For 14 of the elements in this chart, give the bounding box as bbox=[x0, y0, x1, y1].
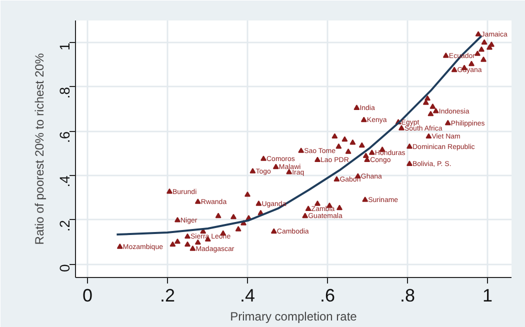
y-axis-title: Ratio of poorest 20% to richest 20% bbox=[32, 52, 46, 245]
y-tick-label: .4 bbox=[56, 175, 72, 188]
y-tick-label: .6 bbox=[56, 131, 72, 143]
y-tick-label: 0 bbox=[56, 264, 72, 272]
x-axis-title: Primary completion rate bbox=[230, 310, 358, 324]
x-tick-label: 1 bbox=[482, 286, 493, 306]
y-tick-label: 1 bbox=[56, 42, 72, 50]
y-tick-label: .2 bbox=[56, 220, 72, 232]
x-tick-label: .6 bbox=[320, 286, 336, 306]
x-tick-label: .2 bbox=[160, 286, 176, 306]
x-tick-label: .4 bbox=[240, 286, 256, 306]
y-tick-label: .8 bbox=[56, 86, 72, 99]
x-tick-label: .8 bbox=[400, 286, 416, 306]
x-tick-label: 0 bbox=[82, 286, 93, 306]
